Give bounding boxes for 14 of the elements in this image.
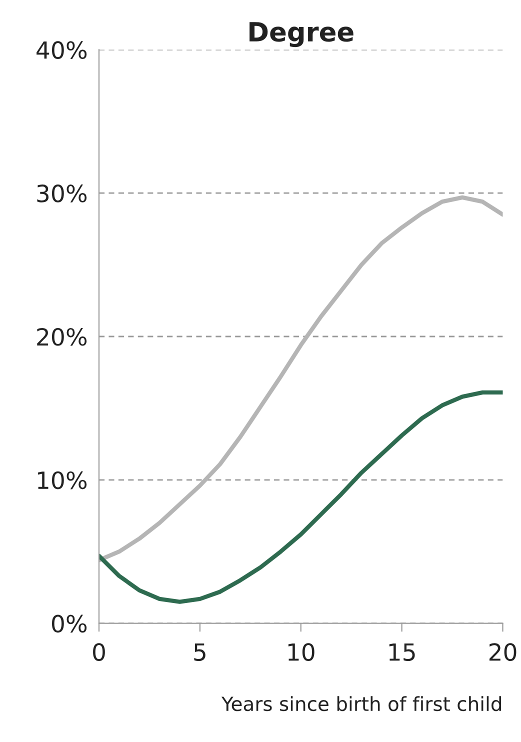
y-tick-label: 40% [36, 41, 87, 60]
line-series [98, 390, 503, 604]
x-tick-label: 0 [93, 643, 105, 661]
y-tick-label: 30% [37, 184, 87, 202]
line-series [98, 195, 503, 562]
x-axis-title: Years since birth of first child [221, 696, 502, 712]
y-tick-label: 10% [38, 471, 87, 490]
x-tick-label: 10 [288, 643, 314, 661]
chart-title: Degree [250, 22, 354, 48]
x-tick-label: 20 [489, 643, 516, 661]
y-tick-label: 0% [52, 614, 87, 633]
x-tick-label: 15 [389, 643, 415, 661]
x-tick-label: 5 [194, 643, 206, 661]
y-tick-label: 20% [37, 328, 87, 346]
